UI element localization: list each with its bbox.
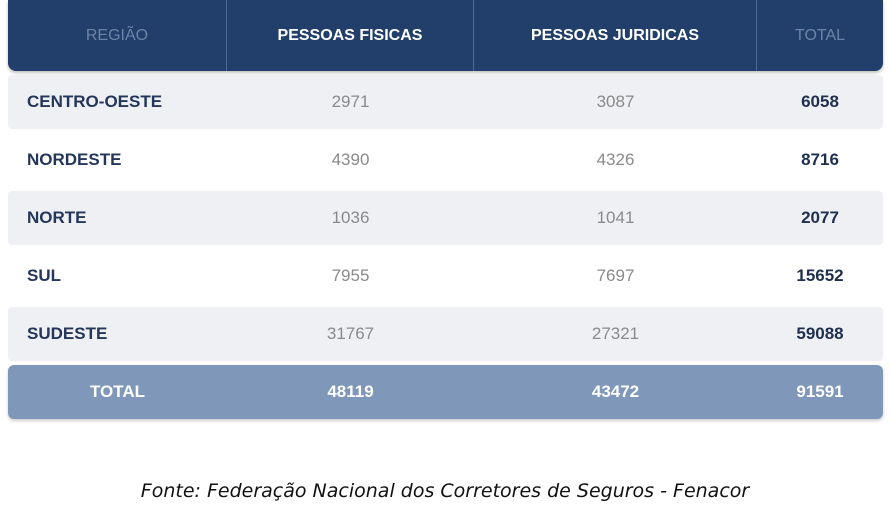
pf-cell: 31767 — [326, 324, 375, 343]
pj-cell: 3087 — [596, 92, 635, 111]
pj-cell: 4326 — [596, 150, 635, 169]
total-cell: 15652 — [796, 266, 844, 285]
pf-cell: 7955 — [331, 266, 370, 285]
total-cell: 59088 — [796, 324, 844, 343]
source-caption: Fonte: Federação Nacional dos Corretores… — [140, 480, 750, 502]
pf-cell: 4390 — [331, 150, 370, 169]
region-cell: SUDESTE — [27, 324, 108, 343]
table-row: SUL 7955 7697 15652 — [8, 249, 883, 303]
total-cell: 6058 — [801, 92, 839, 111]
data-table: REGIÃO PESSOAS FISICAS PESSOAS JURIDICAS… — [8, 0, 883, 419]
region-cell: SUL — [27, 266, 61, 285]
region-cell: NORDESTE — [27, 150, 122, 169]
pf-cell: 2971 — [331, 92, 370, 111]
total-cell: 2077 — [801, 208, 839, 227]
pf-cell: 1036 — [331, 208, 370, 227]
pj-cell: 1041 — [596, 208, 635, 227]
total-row-total: 91591 — [796, 382, 844, 401]
total-cell: 8716 — [801, 150, 839, 169]
region-cell: NORTE — [27, 208, 87, 227]
header-regiao: REGIÃO — [8, 0, 227, 71]
header-total: TOTAL — [794, 26, 846, 44]
total-row-pj: 43472 — [591, 382, 640, 401]
total-row-pf: 48119 — [327, 382, 374, 401]
pj-cell: 27321 — [591, 324, 640, 343]
total-row-label: TOTAL — [89, 382, 146, 401]
table-row: NORTE 1036 1041 2077 — [8, 191, 883, 245]
pj-cell: 7697 — [596, 266, 635, 285]
table-total-row: TOTAL 48119 43472 91591 — [8, 365, 883, 419]
table-row: NORDESTE 4390 4326 8716 — [8, 133, 883, 187]
table-header: REGIÃO PESSOAS FISICAS PESSOAS JURIDICAS… — [8, 0, 883, 71]
table-row: SUDESTE 31767 27321 59088 — [8, 307, 883, 361]
header-pessoas-juridicas: PESSOAS JURIDICAS — [474, 0, 757, 71]
header-pessoas-fisicas: PESSOAS FISICAS — [227, 0, 474, 71]
table-row: CENTRO-OESTE 2971 3087 6058 — [8, 75, 883, 129]
region-cell: CENTRO-OESTE — [27, 92, 163, 111]
